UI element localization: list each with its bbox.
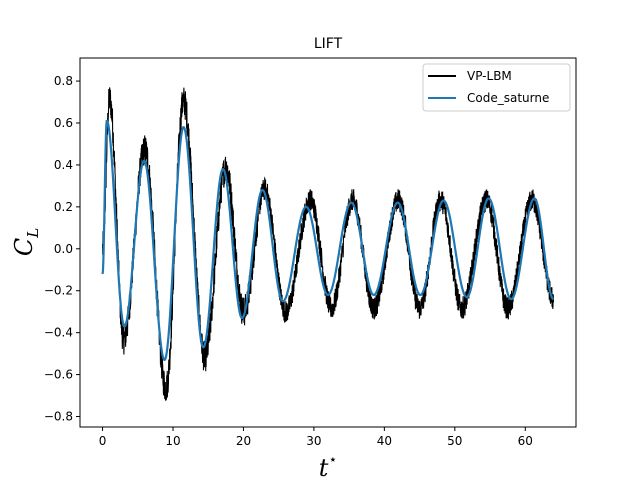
x-axis-label-main: t	[319, 454, 329, 480]
legend-label-vp-lbm: VP-LBM	[467, 69, 512, 83]
x-axis-ticks: 0 10 20 30 40 50 60	[99, 427, 533, 448]
y-tick-label: −0.6	[44, 368, 73, 382]
y-tick-label: −0.8	[44, 410, 73, 424]
x-tick-label: 30	[306, 434, 321, 448]
y-tick-label: 0.0	[54, 242, 73, 256]
y-tick-label: 0.6	[54, 116, 73, 130]
y-tick-label: −0.4	[44, 326, 73, 340]
y-tick-label: 0.8	[54, 74, 73, 88]
y-tick-label: 0.2	[54, 200, 73, 214]
y-axis-label: CL	[10, 228, 42, 256]
y-tick-label: −0.2	[44, 284, 73, 298]
x-tick-label: 20	[236, 434, 251, 448]
y-axis-label-sub: L	[24, 228, 42, 239]
x-axis-label-sup: ⋆	[328, 452, 337, 468]
x-tick-label: 60	[518, 434, 533, 448]
legend-frame	[422, 63, 571, 112]
x-axis-label: t⋆	[319, 452, 337, 480]
x-tick-label: 0	[99, 434, 107, 448]
axes-frame	[79, 57, 577, 428]
x-tick-label: 10	[165, 434, 180, 448]
y-axis-label-main: C	[10, 238, 38, 256]
x-tick-label: 40	[377, 434, 392, 448]
series-line-vp-lbm	[102, 87, 554, 401]
legend: VP-LBM Code_saturne	[422, 63, 571, 112]
y-axis-ticks: −0.8 −0.6 −0.4 −0.2 0.0 0.2 0.4 0.6 0.8	[44, 74, 80, 424]
series-layer	[101, 87, 554, 401]
legend-label-code-saturne: Code_saturne	[467, 91, 549, 105]
y-tick-label: 0.4	[54, 158, 73, 172]
chart-title: LIFT	[314, 36, 343, 52]
plot-area: 0 10 20 30 40 50 60 −0.8 −0.6 −0.4 −0.2 0.0 0.2 0.4 0…	[44, 57, 577, 448]
series-line-code-saturne	[101, 119, 554, 362]
x-tick-label: 50	[447, 434, 462, 448]
